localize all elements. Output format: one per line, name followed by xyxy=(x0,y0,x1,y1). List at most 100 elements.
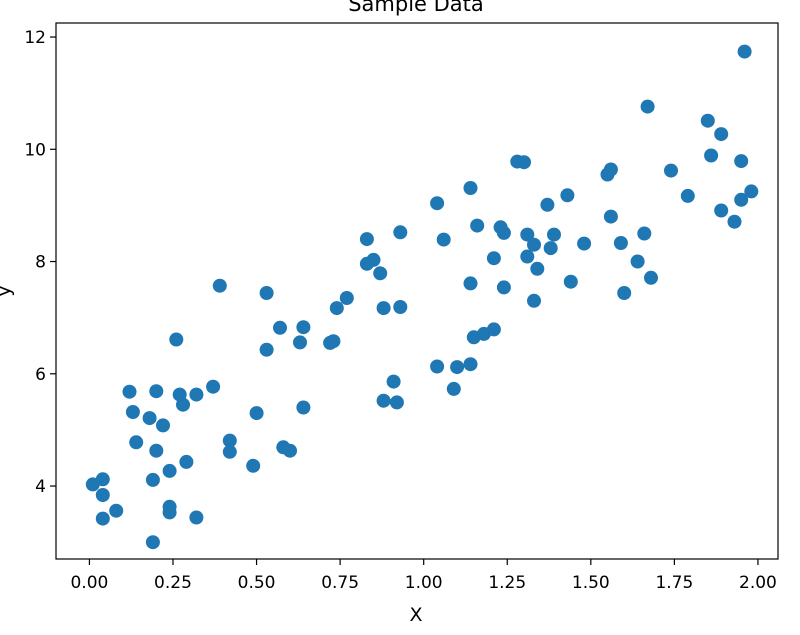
data-point xyxy=(520,249,535,264)
data-point xyxy=(206,379,221,394)
data-point xyxy=(496,280,511,295)
x-tick-label: 1.75 xyxy=(655,573,693,593)
y-tick-label: 10 xyxy=(24,140,46,160)
data-point xyxy=(744,184,759,199)
data-point xyxy=(386,374,401,389)
data-point xyxy=(530,261,545,276)
x-tick-label: 0.00 xyxy=(70,573,108,593)
y-axis-label: y xyxy=(0,285,15,296)
data-point xyxy=(700,113,715,128)
data-point xyxy=(142,411,157,426)
data-point xyxy=(450,360,465,375)
data-point xyxy=(376,301,391,316)
data-point xyxy=(563,274,578,289)
data-point xyxy=(436,232,451,247)
plot-frame xyxy=(55,22,779,560)
data-point xyxy=(149,384,164,399)
data-point xyxy=(329,301,344,316)
data-point xyxy=(714,127,729,142)
x-tick-label: 2.00 xyxy=(739,573,777,593)
data-point xyxy=(737,44,752,59)
data-point xyxy=(95,511,110,526)
data-point xyxy=(547,227,561,242)
y-tick-label: 8 xyxy=(35,253,46,273)
data-point xyxy=(470,218,485,233)
data-point xyxy=(734,192,749,207)
x-tick-label: 0.50 xyxy=(238,573,276,593)
y-tick-label: 4 xyxy=(35,477,46,497)
x-tick-label: 1.00 xyxy=(405,573,443,593)
data-point xyxy=(259,286,274,300)
data-point xyxy=(389,395,404,410)
data-point xyxy=(376,393,391,408)
data-point xyxy=(339,291,354,305)
data-point xyxy=(393,225,408,240)
y-axis-ticks: 4 6 8 10 12 xyxy=(24,28,56,497)
x-tick-label: 0.75 xyxy=(321,573,359,593)
x-axis-ticks: 0.00 0.25 0.50 0.75 1.00 1.25 1.50 1.75 2.00 xyxy=(70,559,777,593)
data-point xyxy=(222,444,237,459)
data-point xyxy=(463,181,478,195)
data-point xyxy=(162,463,177,478)
data-point xyxy=(249,406,264,421)
data-point xyxy=(296,320,311,335)
data-point xyxy=(176,397,190,412)
data-point xyxy=(212,278,227,293)
data-point xyxy=(109,503,124,518)
data-point xyxy=(727,214,742,229)
data-point xyxy=(393,300,408,314)
data-point xyxy=(734,154,749,169)
data-point xyxy=(630,254,645,269)
data-point xyxy=(145,472,160,487)
data-point xyxy=(373,266,388,281)
data-point xyxy=(577,236,592,251)
data-point xyxy=(617,286,632,300)
data-point xyxy=(520,227,535,242)
data-point xyxy=(640,99,655,114)
data-point xyxy=(704,148,719,163)
data-point xyxy=(156,418,170,433)
y-tick-label: 12 xyxy=(24,28,46,48)
data-point xyxy=(644,270,658,285)
chart-title: Sample Data xyxy=(348,0,484,16)
x-tick-label: 1.25 xyxy=(488,573,526,593)
x-tick-label: 0.25 xyxy=(154,573,192,593)
data-point xyxy=(637,226,652,241)
data-point xyxy=(169,332,184,347)
y-tick-label: 6 xyxy=(35,365,46,385)
data-points xyxy=(85,44,759,550)
data-point xyxy=(122,384,137,399)
data-point xyxy=(603,162,618,177)
data-point xyxy=(189,387,204,402)
data-point xyxy=(486,251,501,266)
data-point xyxy=(463,357,478,372)
data-point xyxy=(366,252,381,267)
data-point xyxy=(189,510,204,525)
data-point xyxy=(680,188,695,203)
data-point xyxy=(125,405,140,419)
data-point xyxy=(527,293,541,308)
data-point xyxy=(95,472,110,487)
data-point xyxy=(293,335,307,350)
data-point xyxy=(259,342,274,357)
data-point xyxy=(714,203,729,218)
data-point xyxy=(145,535,160,550)
data-point xyxy=(463,276,478,291)
data-point xyxy=(540,197,555,212)
data-point xyxy=(486,322,501,337)
data-point xyxy=(613,236,628,250)
data-point xyxy=(95,488,110,502)
data-point xyxy=(179,454,194,469)
x-axis-label: X xyxy=(409,604,422,626)
data-point xyxy=(560,188,575,203)
data-point xyxy=(359,232,374,247)
data-point xyxy=(149,443,164,458)
data-point xyxy=(162,505,177,520)
data-point xyxy=(446,381,461,396)
data-point xyxy=(246,458,261,473)
data-point xyxy=(527,237,541,252)
data-point xyxy=(543,241,558,256)
data-point xyxy=(430,196,445,211)
